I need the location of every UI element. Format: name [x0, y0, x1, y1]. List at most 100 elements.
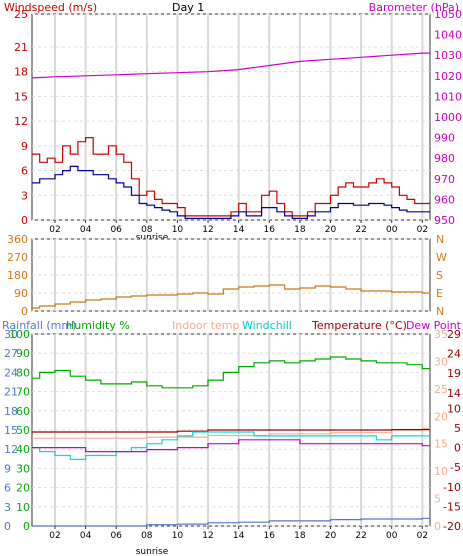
temperature-tick-label: 19	[447, 367, 461, 380]
time-tick-label: 12	[202, 531, 213, 541]
direction-tick-label: 0	[21, 305, 28, 318]
humidity-tick-label: 100	[9, 328, 30, 341]
time-tick-label: 00	[386, 225, 398, 235]
windspeed-tick-label: 25	[14, 8, 28, 21]
time-tick-label: 22	[355, 225, 366, 235]
panel3-axes: 0369121518212427300102030405060708090100…	[4, 328, 461, 533]
humidity-tick-label: 80	[16, 366, 30, 379]
panel2-series	[32, 284, 431, 309]
humidity-tick-label: 20	[16, 482, 30, 495]
time-tick-label: 04	[80, 225, 92, 235]
time-tick-label: 12	[202, 225, 213, 235]
barometer-tick-label: 980	[434, 152, 455, 165]
barometer-header: Barometer (hPa)	[369, 1, 459, 14]
direction-tick-label: 360	[7, 233, 28, 246]
panel3-legend: Rainfall (mm) Humidity % Indoor temp Win…	[2, 319, 462, 332]
humidity-tick-label: 90	[16, 347, 30, 360]
legend-indoor-temp: Indoor temp	[172, 319, 239, 332]
series-line-windchill	[32, 431, 430, 460]
rainfall-tick-label: 21	[4, 386, 18, 399]
barometer-tick-label: 1030	[434, 49, 462, 62]
time-tick-label: 22	[355, 531, 366, 541]
indoor-temp-tick-label: 35	[434, 328, 448, 341]
time-tick-label: 08	[141, 225, 153, 235]
time-tick-label: 06	[110, 225, 122, 235]
legend-temperature: Temperature (°C)	[311, 319, 407, 332]
compass-tick-label: E	[436, 287, 443, 300]
panel1-series	[31, 52, 430, 219]
windspeed-tick-label: 21	[14, 41, 28, 54]
barometer-tick-label: 1010	[434, 90, 462, 103]
legend-rainfall: Rainfall (mm)	[2, 319, 76, 332]
windspeed-axis: 0 3 6 9 12 15 18 21 25	[14, 8, 28, 227]
temperature-tick-label: -5	[450, 461, 461, 474]
temperature-tick-label: 24	[447, 348, 461, 361]
windspeed-tick-label: 0	[21, 214, 28, 227]
time-tick-label: 16	[264, 531, 276, 541]
series-line-barometer-hpa-	[31, 52, 430, 79]
time-tick-label: 02	[417, 531, 428, 541]
time-tick-label: 00	[386, 531, 398, 541]
day-title: Day 1	[172, 1, 204, 14]
compass-tick-label: S	[436, 269, 443, 282]
time-tick-label: 02	[417, 225, 428, 235]
barometer-tick-label: 990	[434, 132, 455, 145]
humidity-tick-label: 50	[16, 424, 30, 437]
time-tick-label: 04	[80, 531, 92, 541]
time-tick-label: 20	[325, 225, 337, 235]
time-tick-label: 20	[325, 531, 337, 541]
panel2-grid	[32, 238, 430, 312]
indoor-temp-tick-label: 15	[434, 438, 448, 451]
legend-dew-point: Dew Point	[406, 319, 462, 332]
temperature-tick-label: 14	[447, 387, 461, 400]
windspeed-tick-label: 12	[14, 115, 28, 128]
time-tick-label: 08	[141, 531, 153, 541]
humidity-tick-label: 30	[16, 462, 30, 475]
time-tick-label: 14	[233, 531, 245, 541]
time-tick-label: 18	[294, 225, 306, 235]
panel1-grid	[32, 13, 430, 221]
rainfall-tick-label: 18	[4, 405, 18, 418]
direction-tick-label: 180	[7, 269, 28, 282]
legend-windchill: Windchill	[242, 319, 292, 332]
time-tick-label: 10	[172, 225, 184, 235]
panel3-time-axis: 02 04 06 08 10 12 14 16 18 20 22 00 02	[49, 526, 428, 541]
windspeed-tick-label: 6	[21, 165, 28, 178]
temperature-tick-label: 0	[454, 442, 461, 455]
windspeed-tick-label: 9	[21, 140, 28, 153]
rainfall-tick-label: 0	[4, 520, 11, 533]
panel3-sunrise-label: sunrise	[136, 547, 169, 556]
time-tick-label: 02	[49, 531, 60, 541]
direction-tick-label: 270	[7, 251, 28, 264]
indoor-temp-tick-label: 0	[434, 520, 441, 533]
temperature-tick-label: 29	[447, 328, 461, 341]
direction-tick-label: 90	[14, 287, 28, 300]
humidity-tick-label: 60	[16, 405, 30, 418]
indoor-temp-tick-label: 10	[434, 465, 448, 478]
temperature-tick-label: -20	[443, 520, 461, 533]
compass-tick-label: N	[436, 305, 444, 318]
windspeed-header: Windspeed (m/s)	[4, 1, 97, 14]
humidity-tick-label: 0	[23, 520, 30, 533]
time-tick-label: 14	[233, 225, 245, 235]
series-line-humidity-	[32, 356, 430, 389]
direction-degree-axis: 0 90 180 270 360	[7, 233, 28, 318]
indoor-temp-tick-label: 5	[434, 493, 441, 506]
windspeed-tick-label: 18	[14, 66, 28, 79]
rainfall-tick-label: 9	[4, 462, 11, 475]
time-tick-label: 06	[110, 531, 122, 541]
panel3-series	[32, 356, 430, 527]
barometer-tick-label: 1050	[434, 8, 462, 21]
series-line-rainfall-mm-	[32, 517, 430, 527]
humidity-tick-label: 40	[16, 443, 30, 456]
legend-humidity: Humidity %	[66, 319, 130, 332]
time-tick-label: 16	[264, 225, 276, 235]
rainfall-tick-label: 24	[4, 366, 18, 379]
panel1-time-axis: 02 04 06 08 10 12 14 16 18 20 22 00 02	[49, 220, 428, 235]
barometer-tick-label: 970	[434, 173, 455, 186]
barometer-tick-label: 960	[434, 193, 455, 206]
temperature-tick-label: -10	[443, 481, 461, 494]
time-tick-label: 18	[294, 531, 306, 541]
